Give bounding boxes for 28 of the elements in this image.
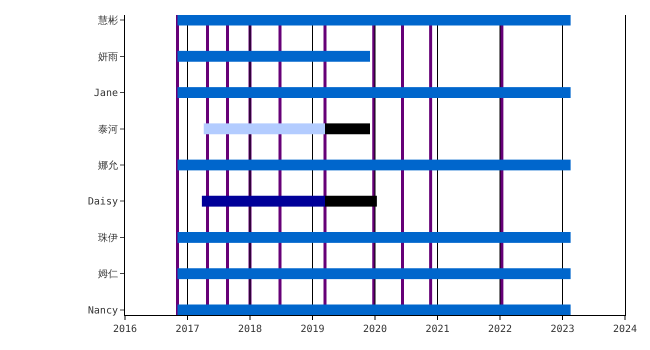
x-tick-label: 2022: [488, 324, 512, 335]
x-tick-label: 2017: [175, 324, 200, 335]
bar: [178, 304, 571, 315]
y-tick-label: Daisy: [88, 196, 118, 208]
y-tick-label: Nancy: [88, 305, 118, 316]
x-tick-label: 2016: [112, 324, 138, 335]
x-tick-label: 2021: [425, 324, 450, 335]
bar: [178, 15, 571, 26]
bar: [178, 50, 370, 62]
y-tick-label: Jane: [94, 88, 118, 100]
y-tick-label: 姆仁: [98, 269, 118, 280]
x-tick-label: 2020: [362, 324, 388, 335]
y-tick-label: 娜允: [98, 160, 118, 172]
x-tick-label: 2018: [238, 324, 262, 335]
bar: [178, 160, 571, 170]
bar: [178, 232, 571, 243]
bar: [202, 196, 325, 207]
x-tick-label: 2023: [550, 324, 575, 335]
x-tick-label: 2019: [300, 324, 325, 335]
y-tick-label: 妍雨: [98, 52, 118, 63]
y-tick-label: 泰河: [98, 123, 118, 136]
y-tick-label: 珠伊: [98, 232, 118, 244]
bar: [178, 268, 571, 280]
bar: [204, 123, 325, 134]
x-tick-label: 2024: [612, 324, 638, 335]
y-tick-label: 慧彬: [97, 14, 118, 27]
bar: [325, 123, 370, 134]
bar: [178, 87, 571, 98]
